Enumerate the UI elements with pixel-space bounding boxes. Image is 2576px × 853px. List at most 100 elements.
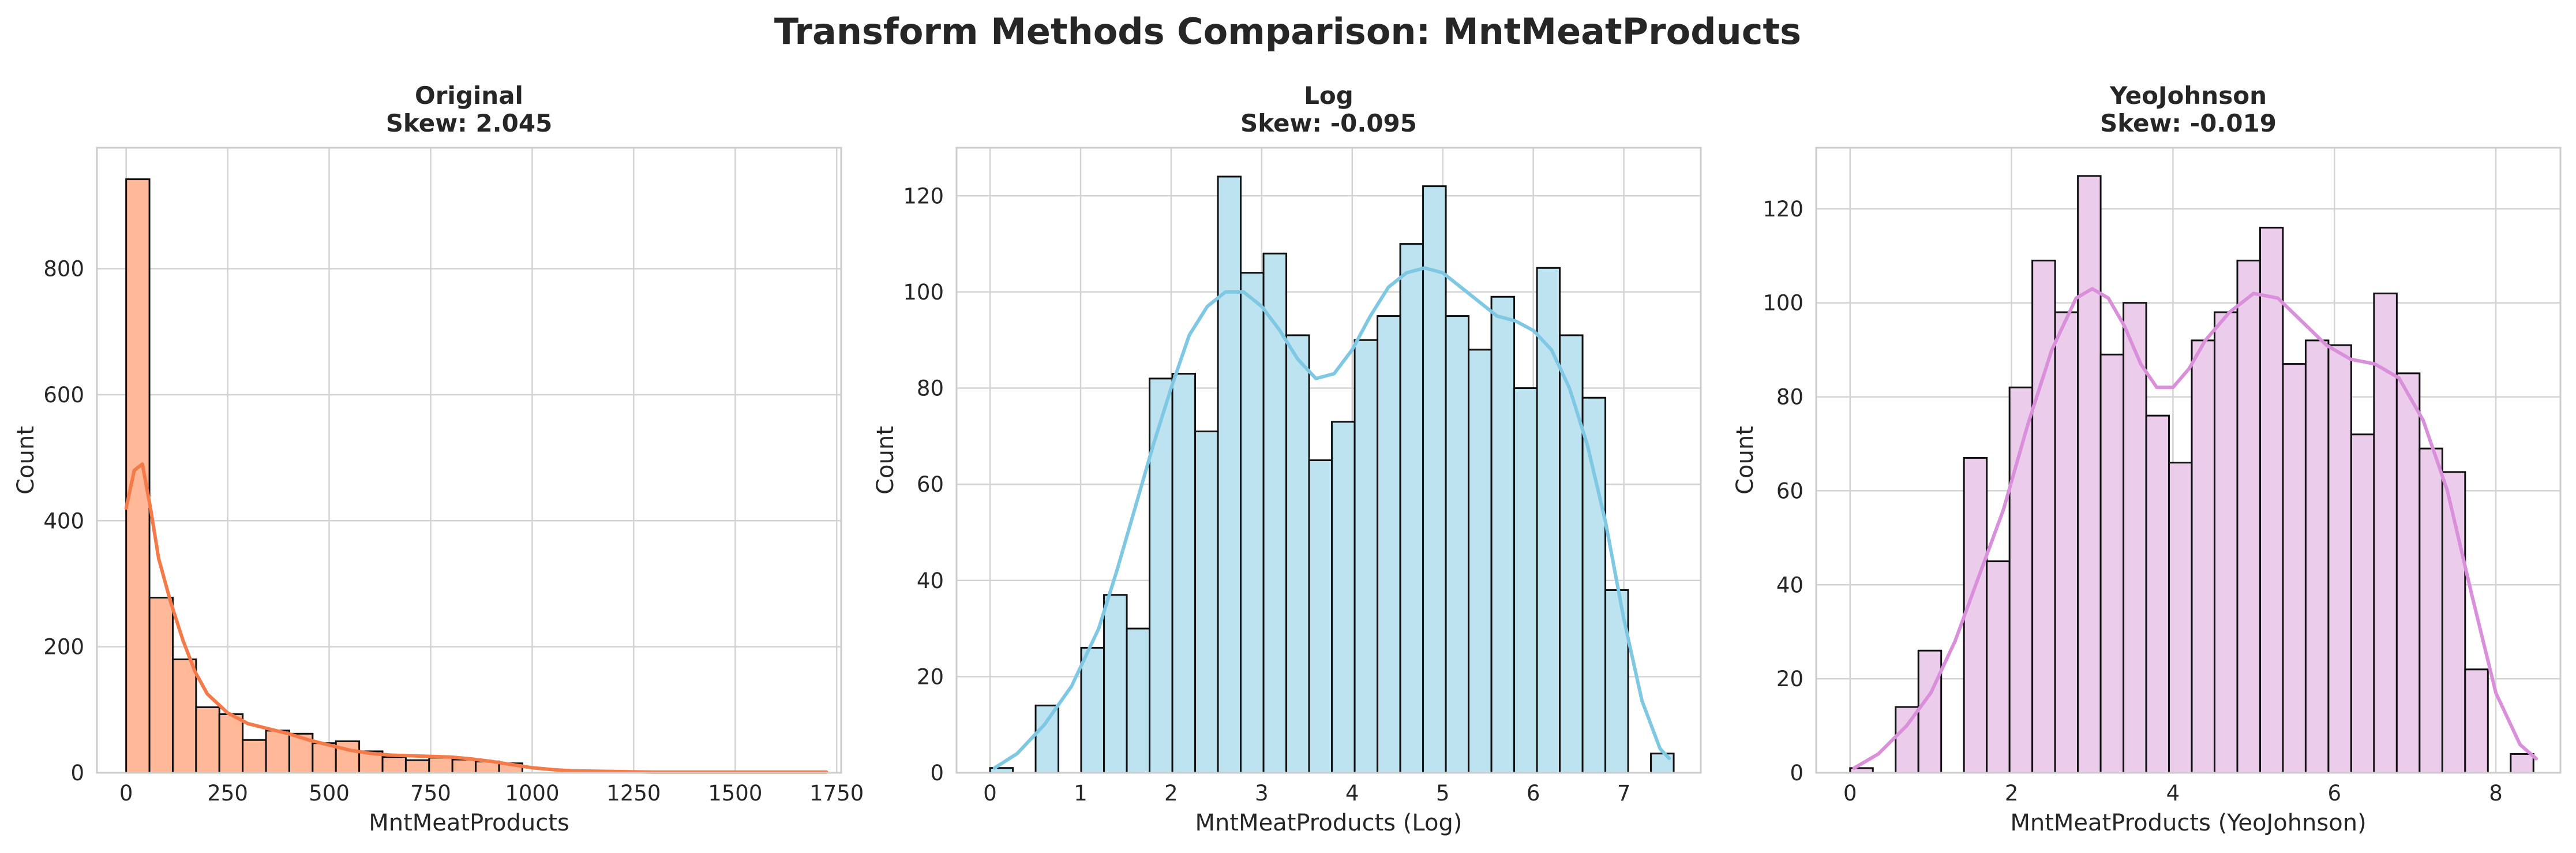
histogram-bar xyxy=(2213,311,2238,774)
histogram-bar xyxy=(1399,243,1424,774)
x-tick-label: 250 xyxy=(207,781,248,806)
x-tick-label: 2 xyxy=(2005,781,2019,806)
histogram-bar xyxy=(2304,339,2330,774)
histogram-bar xyxy=(428,757,453,774)
y-tick-label: 20 xyxy=(917,664,944,689)
figure-suptitle: Transform Methods Comparison: MntMeatPro… xyxy=(774,10,1801,53)
histogram-bar xyxy=(1536,267,1561,774)
histogram-bar xyxy=(1895,706,1919,774)
histogram-bar xyxy=(1103,594,1128,774)
x-tick-label: 4 xyxy=(2166,781,2180,806)
histogram-bar xyxy=(2191,339,2215,774)
histogram-bar xyxy=(2054,311,2079,774)
panel-skew-label: Skew: 2.045 xyxy=(386,109,553,137)
histogram-bar xyxy=(1126,627,1151,774)
x-tick-label: 6 xyxy=(2327,781,2341,806)
histogram-bar xyxy=(381,756,407,774)
y-tick-label: 0 xyxy=(1790,761,1803,785)
x-tick-label: 500 xyxy=(309,781,350,806)
histogram-bar xyxy=(1986,560,2011,774)
histogram-bar xyxy=(1963,457,1988,774)
y-tick-label: 80 xyxy=(1776,385,1803,410)
y-tick-label: 100 xyxy=(1763,291,1803,316)
histogram-bar xyxy=(171,658,197,774)
histogram-bar xyxy=(1262,252,1288,774)
histogram-bar xyxy=(2373,292,2398,774)
histogram-bar xyxy=(2282,363,2307,774)
histogram-bar xyxy=(2418,447,2443,774)
histogram-bar xyxy=(1353,339,1379,774)
histogram-bar xyxy=(2395,372,2421,774)
histogram-bar xyxy=(1422,185,1447,774)
x-axis-label: MntMeatProducts (Log) xyxy=(1195,810,1463,836)
y-tick-label: 40 xyxy=(1776,573,1803,597)
histogram-bar xyxy=(2168,462,2193,774)
histogram-bar xyxy=(451,758,477,774)
x-axis-label: MntMeatProducts xyxy=(369,810,569,836)
histogram-bar xyxy=(1445,315,1470,774)
axes-frame xyxy=(955,147,1702,774)
histogram-bar xyxy=(1581,396,1607,774)
histogram-bar xyxy=(1240,272,1265,774)
histogram-bar xyxy=(195,706,220,774)
histogram-bar xyxy=(2145,414,2170,774)
x-tick-label: 4 xyxy=(1345,781,1359,806)
histogram-bar xyxy=(265,729,290,774)
y-tick-label: 0 xyxy=(930,761,944,785)
panel-title: Log xyxy=(1304,81,1353,110)
histogram-bar xyxy=(1917,649,1943,774)
histogram-bar xyxy=(2077,175,2102,774)
x-tick-label: 1 xyxy=(1074,781,1088,806)
histogram-bar xyxy=(2236,259,2261,774)
x-tick-label: 0 xyxy=(983,781,997,806)
y-tick-label: 200 xyxy=(43,635,84,660)
histogram-bar xyxy=(1513,387,1538,774)
y-tick-label: 100 xyxy=(903,280,944,305)
x-axis-label: MntMeatProducts (YeoJohnson) xyxy=(2010,810,2366,836)
x-tick-label: 750 xyxy=(410,781,451,806)
histogram-bar xyxy=(1217,175,1242,774)
histogram-bar xyxy=(2464,668,2489,774)
x-tick-label: 0 xyxy=(1843,781,1857,806)
panel-title: Original xyxy=(415,81,523,110)
panels: 0 250 500 750 1000 1250 1500 17500200400600800O… xyxy=(13,81,2562,836)
y-tick-label: 20 xyxy=(1776,667,1803,691)
histogram-bar xyxy=(2259,226,2284,774)
histogram-bar xyxy=(2123,302,2147,774)
axes-frame xyxy=(1815,147,2562,774)
histogram-bar xyxy=(1171,373,1197,774)
histogram-bar xyxy=(2510,753,2534,774)
x-tick-label: 1250 xyxy=(606,781,661,806)
histogram-bar xyxy=(2031,259,2056,774)
y-tick-label: 800 xyxy=(43,257,84,282)
x-tick-label: 1500 xyxy=(708,781,762,806)
histogram-bar xyxy=(1559,334,1584,774)
x-tick-label: 3 xyxy=(1255,781,1269,806)
histogram-bar xyxy=(1034,704,1060,774)
y-tick-label: 120 xyxy=(903,184,944,208)
y-tick-label: 600 xyxy=(43,383,84,407)
x-tick-label: 0 xyxy=(119,781,133,806)
x-tick-label: 1750 xyxy=(809,781,864,806)
y-axis-label: Count xyxy=(872,426,899,495)
histogram-bar xyxy=(1194,431,1219,774)
y-tick-label: 120 xyxy=(1763,197,1803,222)
y-tick-label: 40 xyxy=(917,568,944,593)
histogram-bar xyxy=(1377,315,1401,774)
kde-curve xyxy=(1852,287,2538,770)
axes-frame xyxy=(96,147,842,774)
panel-skew-label: Skew: -0.095 xyxy=(1240,109,1417,137)
histogram-bar xyxy=(404,759,430,774)
x-tick-label: 2 xyxy=(1164,781,1178,806)
kde-curve xyxy=(124,462,828,774)
histogram-bar xyxy=(1080,646,1105,774)
y-tick-label: 60 xyxy=(917,472,944,497)
y-tick-label: 80 xyxy=(917,376,944,401)
histogram-bar xyxy=(218,713,244,774)
y-axis-label: Count xyxy=(13,426,39,495)
histogram-bar xyxy=(1490,295,1516,774)
histogram-bar xyxy=(1149,377,1173,774)
